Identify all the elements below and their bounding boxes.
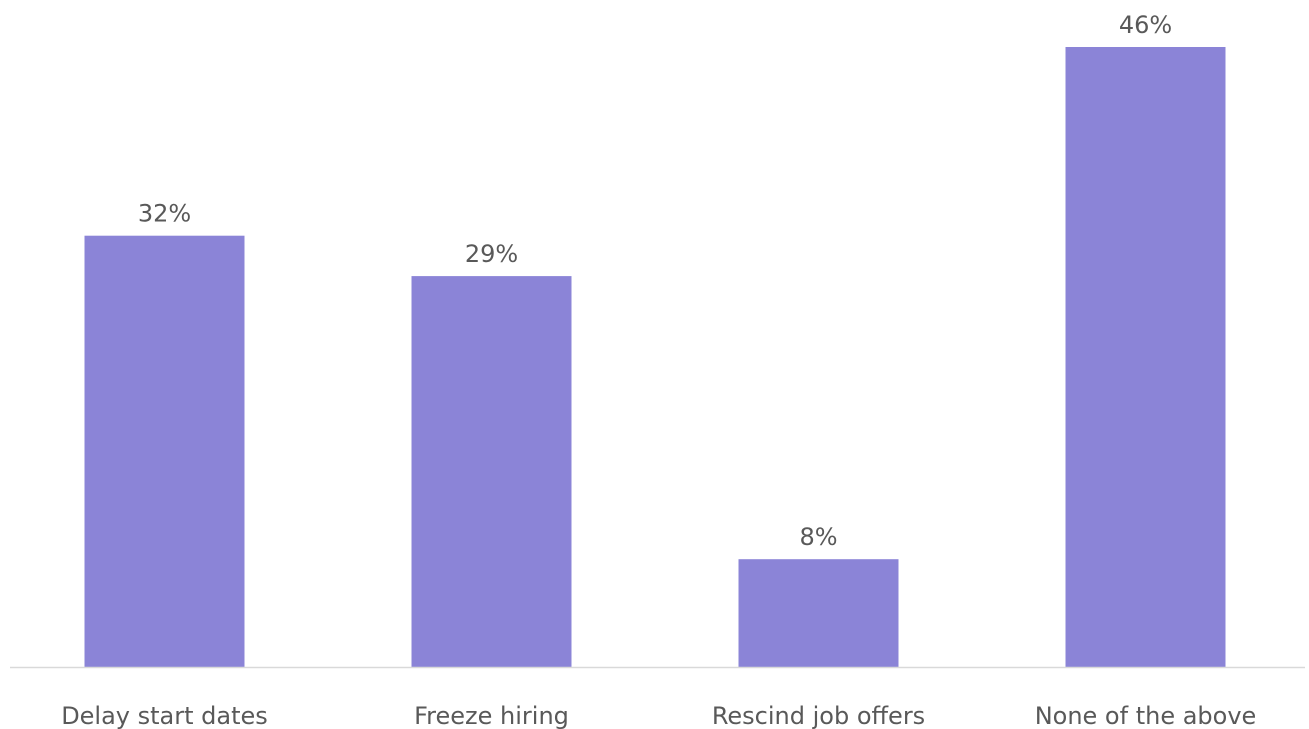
category-label-4: None of the above — [1035, 702, 1257, 729]
bar-value-label-4: 46% — [1119, 11, 1172, 39]
bar-1 — [84, 235, 245, 667]
bar-value-label-2: 29% — [465, 240, 518, 268]
bar-3 — [738, 559, 899, 667]
bar-2 — [411, 276, 572, 667]
category-labels-group: Delay start dates Freeze hiring Rescind jo… — [61, 702, 1256, 729]
bars-group — [84, 47, 1226, 667]
bar-value-label-1: 32% — [138, 200, 191, 228]
category-label-3: Rescind job offers — [712, 702, 925, 729]
value-labels-group: 32% 29% 8% 46% — [138, 11, 1172, 551]
bar-value-label-3: 8% — [799, 523, 837, 551]
bar-4 — [1065, 47, 1226, 667]
category-label-1: Delay start dates — [61, 702, 268, 729]
category-label-2: Freeze hiring — [414, 702, 569, 729]
